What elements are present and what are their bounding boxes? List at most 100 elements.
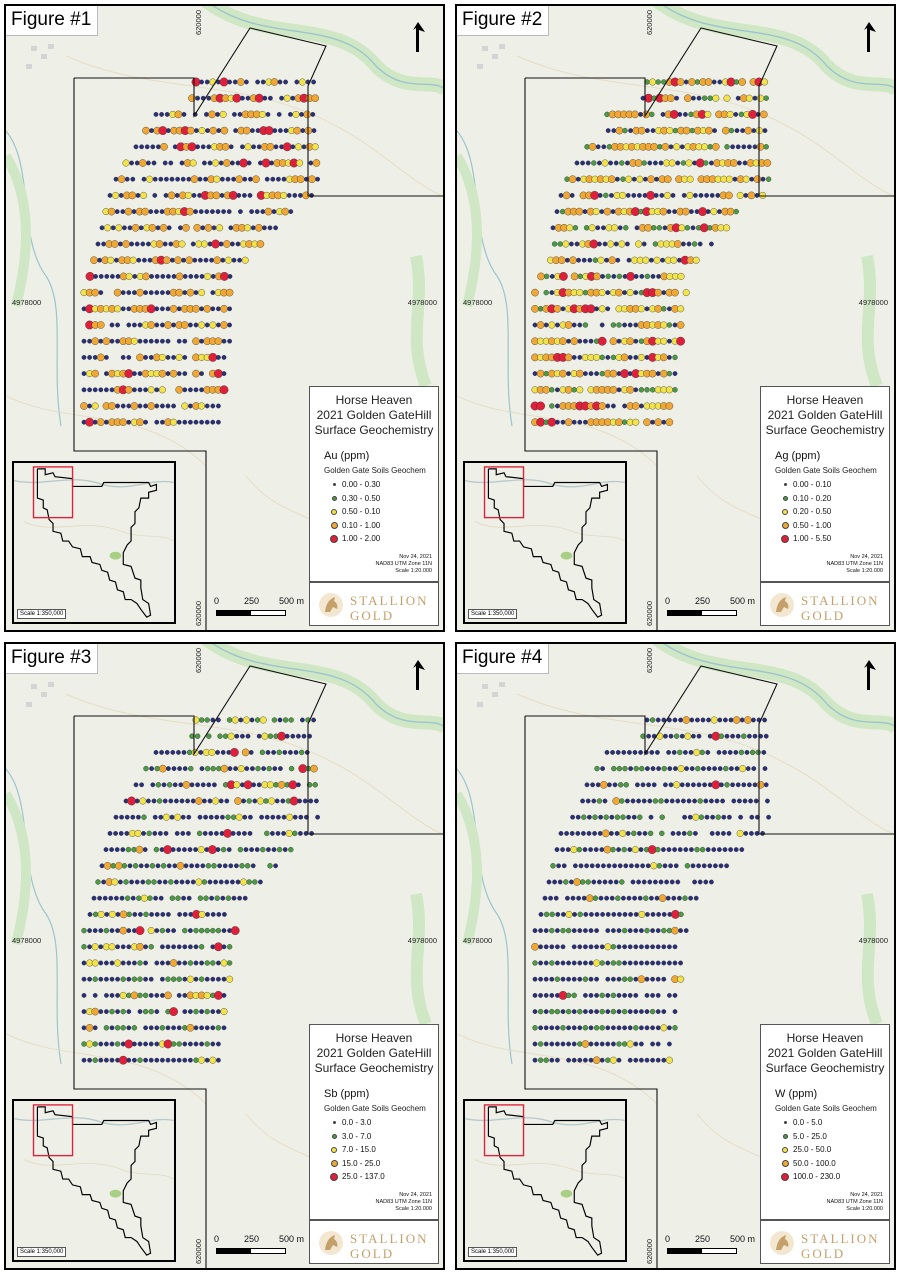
sample-point[interactable] <box>115 322 121 328</box>
sample-point[interactable] <box>664 879 670 885</box>
sample-point[interactable] <box>690 733 696 739</box>
sample-point[interactable] <box>209 257 215 263</box>
sample-point[interactable] <box>295 733 301 739</box>
sample-point[interactable] <box>592 1056 601 1065</box>
sample-point[interactable] <box>92 992 98 998</box>
sample-point[interactable] <box>267 733 274 739</box>
sample-point[interactable] <box>117 175 126 183</box>
sample-point[interactable] <box>638 944 644 950</box>
sample-point[interactable] <box>232 79 238 85</box>
sample-point[interactable] <box>87 1057 93 1063</box>
sample-point[interactable] <box>165 960 171 966</box>
sample-point[interactable] <box>631 846 639 854</box>
sample-point[interactable] <box>557 879 563 885</box>
sample-point[interactable] <box>219 176 225 182</box>
sample-point[interactable] <box>607 240 615 248</box>
sample-point[interactable] <box>577 911 583 918</box>
sample-point[interactable] <box>638 847 644 853</box>
sample-point[interactable] <box>152 814 158 820</box>
sample-point[interactable] <box>552 879 558 885</box>
sample-point[interactable] <box>668 782 674 788</box>
sample-point[interactable] <box>288 717 294 723</box>
sample-point[interactable] <box>720 798 725 804</box>
sample-point[interactable] <box>164 991 172 1000</box>
sample-point[interactable] <box>143 354 149 360</box>
sample-point[interactable] <box>120 847 126 853</box>
sample-point[interactable] <box>215 1041 221 1047</box>
sample-point[interactable] <box>755 112 761 117</box>
sample-point[interactable] <box>159 338 165 344</box>
sample-point[interactable] <box>763 144 769 150</box>
sample-point[interactable] <box>115 224 123 232</box>
sample-point[interactable] <box>193 223 201 232</box>
sample-point[interactable] <box>599 209 605 215</box>
sample-point[interactable] <box>300 128 306 134</box>
sample-point[interactable] <box>669 879 675 885</box>
sample-point[interactable] <box>634 159 643 167</box>
sample-point[interactable] <box>672 354 678 361</box>
sample-point[interactable] <box>210 290 216 295</box>
sample-point[interactable] <box>107 830 113 836</box>
sample-point[interactable] <box>605 976 611 982</box>
sample-point[interactable] <box>644 1057 650 1063</box>
sample-point[interactable] <box>672 127 679 134</box>
sample-point[interactable] <box>628 863 634 869</box>
sample-point[interactable] <box>126 928 132 933</box>
sample-point[interactable] <box>206 95 212 101</box>
sample-point[interactable] <box>92 911 99 918</box>
sample-point[interactable] <box>125 385 133 394</box>
sample-point[interactable] <box>564 176 570 182</box>
sample-point[interactable] <box>605 1057 611 1063</box>
sample-point[interactable] <box>254 223 263 232</box>
sample-point[interactable] <box>745 766 751 772</box>
sample-point[interactable] <box>599 960 605 966</box>
sample-point[interactable] <box>165 371 171 376</box>
sample-point[interactable] <box>554 847 560 853</box>
sample-point[interactable] <box>134 879 140 885</box>
sample-point[interactable] <box>242 895 248 901</box>
sample-point[interactable] <box>666 322 673 328</box>
sample-point[interactable] <box>313 798 319 804</box>
sample-point[interactable] <box>95 241 101 247</box>
sample-point[interactable] <box>131 223 140 232</box>
sample-point[interactable] <box>621 750 627 755</box>
location-inset-map[interactable]: Scale 1:350,000 <box>463 461 627 624</box>
sample-point[interactable] <box>573 878 581 886</box>
sample-point[interactable] <box>280 798 286 804</box>
sample-point[interactable] <box>650 142 658 151</box>
sample-point[interactable] <box>627 976 633 982</box>
sample-point[interactable] <box>626 1040 634 1048</box>
sample-point[interactable] <box>666 750 672 755</box>
sample-point[interactable] <box>604 257 610 263</box>
sample-point[interactable] <box>146 830 152 837</box>
sample-point[interactable] <box>555 322 560 328</box>
sample-point[interactable] <box>656 225 663 231</box>
sample-point[interactable] <box>186 176 192 182</box>
sample-point[interactable] <box>103 847 109 853</box>
sample-point[interactable] <box>633 1009 639 1014</box>
sample-point[interactable] <box>176 847 182 853</box>
sample-point[interactable] <box>176 1025 182 1031</box>
sample-point[interactable] <box>749 814 755 820</box>
sample-point[interactable] <box>557 241 563 247</box>
sample-point[interactable] <box>91 369 99 378</box>
sample-point[interactable] <box>191 192 197 198</box>
sample-point[interactable] <box>696 95 702 101</box>
sample-point[interactable] <box>186 126 195 135</box>
sample-point[interactable] <box>555 928 560 933</box>
sample-point[interactable] <box>644 766 650 772</box>
sample-point[interactable] <box>126 911 132 918</box>
sample-point[interactable] <box>154 765 160 772</box>
sample-point[interactable] <box>537 1008 544 1015</box>
sample-point[interactable] <box>619 798 625 804</box>
sample-point[interactable] <box>688 209 694 215</box>
sample-point[interactable] <box>177 766 183 772</box>
sample-point[interactable] <box>655 928 661 933</box>
sample-point[interactable] <box>204 1025 210 1031</box>
sample-point[interactable] <box>730 144 735 150</box>
sample-point[interactable] <box>199 387 205 393</box>
sample-point[interactable] <box>221 911 227 917</box>
sample-point[interactable] <box>640 782 646 788</box>
sample-point[interactable] <box>87 944 93 950</box>
sample-point[interactable] <box>532 1009 538 1014</box>
